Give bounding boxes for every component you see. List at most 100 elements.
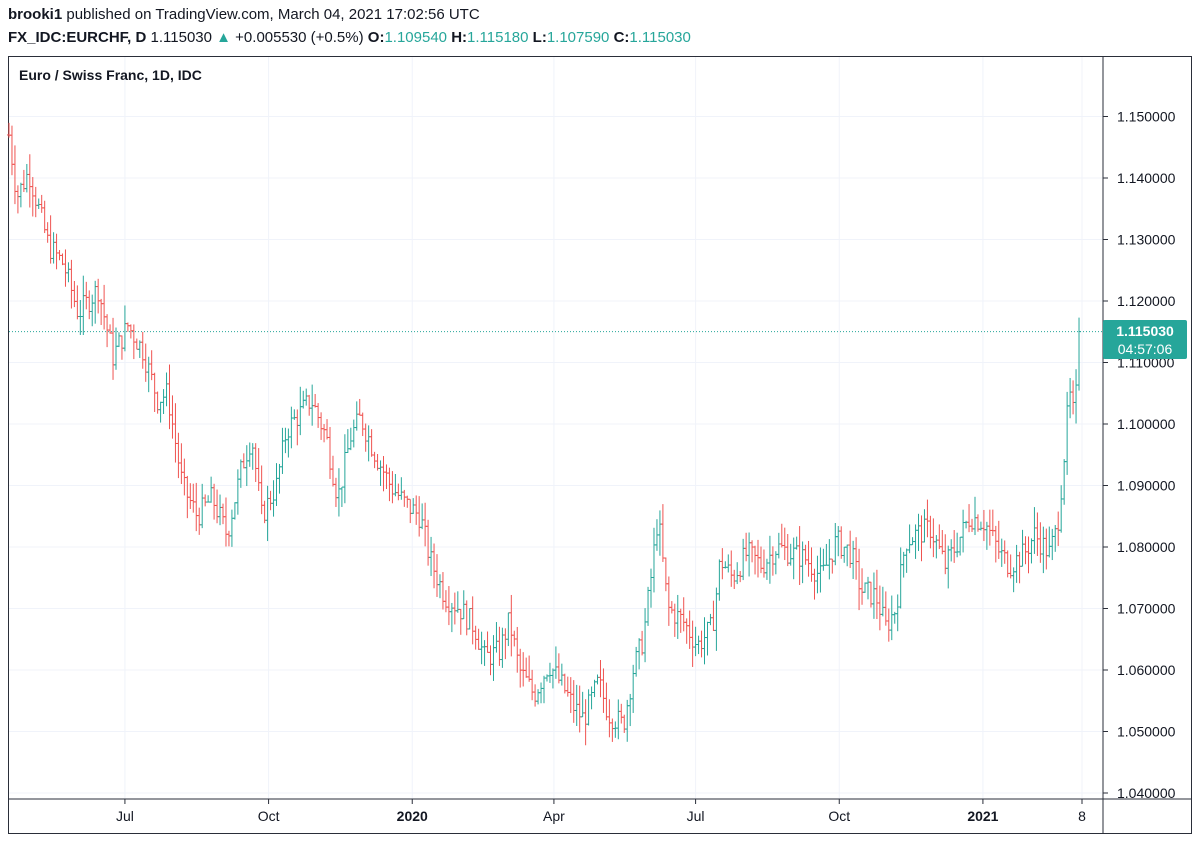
ohlc-bar [895, 594, 900, 632]
ohlc-bar [18, 182, 23, 208]
ohlc-bar [533, 684, 538, 707]
ohlc-bar [714, 587, 719, 651]
ohlc-bar [1059, 485, 1064, 533]
time-tick-label: 2021 [967, 808, 998, 824]
chart-title: Euro / Swiss Franc, 1D, IDC [19, 67, 202, 83]
ohlc-bar [922, 509, 927, 543]
price-axis-labels: 1.1500001.1400001.1300001.1200001.110000… [1103, 109, 1176, 801]
ohlc-bar [583, 699, 588, 746]
ohlc-bar [188, 483, 193, 509]
ohlc-bar [741, 538, 746, 581]
ohlc-bar [417, 496, 422, 537]
low-value: 1.107590 [546, 29, 610, 46]
ohlc-bar [556, 653, 561, 684]
ohlc-bar [173, 403, 178, 463]
ohlc-bar [660, 504, 665, 562]
ohlc-bar [577, 685, 582, 733]
ohlc-bar [515, 626, 520, 673]
ohlc-bar [767, 535, 772, 584]
ohlc-bar [99, 298, 104, 326]
ohlc-bar [631, 664, 636, 713]
ohlc-bar [122, 305, 127, 352]
ohlc-bar [916, 513, 921, 552]
ohlc-bar [1038, 522, 1043, 563]
ohlc-bar [84, 281, 89, 310]
close-label: C: [613, 29, 630, 46]
ohlc-bar [877, 585, 882, 631]
ohlc-bar [509, 594, 514, 657]
ohlc-bar [429, 536, 434, 577]
ohlc-bar [60, 253, 65, 266]
ohlc-bar [1026, 536, 1031, 574]
ohlc-bar [863, 582, 868, 593]
ohlc-bar [553, 646, 558, 679]
ohlc-bar [342, 434, 347, 504]
ohlc-bar [690, 620, 695, 667]
ohlc-bar [485, 631, 490, 653]
ohlc-bar [1020, 529, 1025, 567]
ohlc-bar [568, 677, 573, 714]
ohlc-bar [955, 532, 960, 558]
ohlc-bar [705, 621, 710, 656]
ohlc-bar [1074, 369, 1079, 424]
ohlc-bar [449, 602, 454, 633]
ohlc-bar [119, 335, 124, 360]
ohlc-bar [684, 618, 689, 644]
publish-info: brooki1 published on TradingView.com, Ma… [8, 6, 480, 23]
ohlc-bar [910, 537, 915, 546]
ohlc-bar [1008, 554, 1013, 579]
ohlc-bar [696, 635, 701, 655]
ohlc-bar [649, 568, 654, 608]
ohlc-bar [1035, 512, 1040, 556]
ohlc-bar [756, 539, 761, 578]
ohlc-bar [378, 460, 383, 486]
ohlc-bar [155, 391, 160, 414]
ohlc-bar [72, 280, 77, 308]
ohlc-bar [978, 521, 983, 531]
ohlc-bar [1062, 459, 1067, 505]
ohlc-bar [530, 669, 535, 701]
ohlc-bar [108, 324, 113, 334]
ohlc-bar [277, 463, 282, 494]
time-tick-label: Jul [687, 808, 705, 824]
chart-frame [8, 56, 1192, 834]
ohlc-bar [937, 524, 942, 550]
ohlc-bar [779, 523, 784, 548]
ohlc-bar [328, 426, 333, 479]
ohlc-bar [970, 518, 975, 533]
ohlc-bar [961, 509, 966, 553]
ohlc-bar [720, 548, 725, 580]
ohlc-bar [1023, 536, 1028, 565]
ohlc-bar [901, 551, 906, 578]
ohlc-bar [140, 331, 145, 369]
ohlc-bar [500, 627, 505, 668]
ohlc-bar [806, 540, 811, 577]
ohlc-bar [464, 600, 469, 636]
last-price-tag-value: 1.115030 [1116, 323, 1174, 339]
ohlc-bar [874, 569, 879, 620]
ohlc-bar [1071, 380, 1076, 415]
ohlc-bar [298, 386, 303, 436]
ohlc-bar [93, 280, 98, 324]
ohlc-bar [63, 249, 68, 287]
ohlc-bar [87, 290, 92, 320]
ohlc-bar [212, 483, 217, 520]
ohlc-bar [313, 393, 318, 408]
ohlc-bar [919, 515, 924, 562]
ohlc-bar [574, 684, 579, 726]
ohlc-bar [782, 527, 787, 561]
ohlc-bar [200, 483, 205, 529]
ohlc-bar [232, 502, 237, 520]
ohlc-bar [651, 527, 656, 593]
ohlc-bar [12, 145, 17, 205]
ohlc-bar [286, 428, 291, 458]
author-name[interactable]: brooki1 [8, 6, 63, 23]
ohlc-bar [470, 596, 475, 645]
ohlc-bar [571, 680, 576, 723]
ohlc-bar [134, 338, 139, 350]
ohlc-bar [152, 372, 157, 412]
ohlc-bar [809, 547, 814, 582]
time-tick-label: Apr [543, 808, 565, 824]
time-tick-label: 8 [1078, 808, 1086, 824]
